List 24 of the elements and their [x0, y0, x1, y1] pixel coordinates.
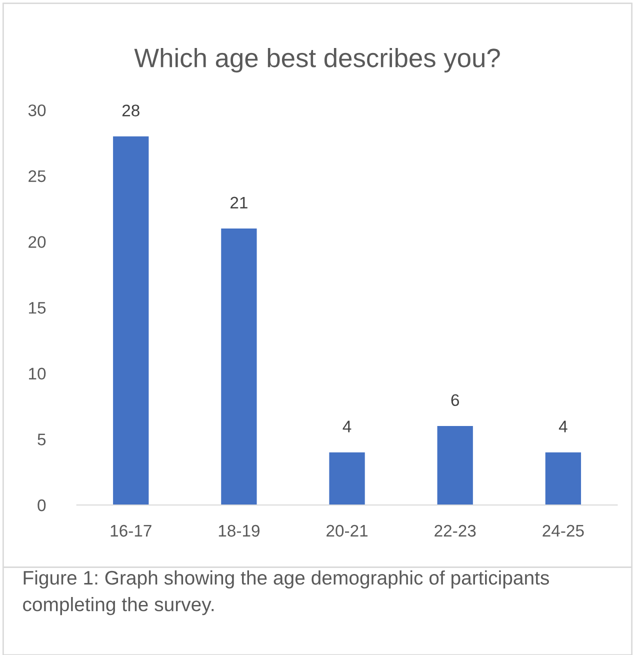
- x-tick-label: 22-23: [434, 524, 476, 537]
- x-tick-label: 20-21: [326, 524, 368, 537]
- y-tick-label: 5: [38, 434, 46, 446]
- data-label: 28: [122, 104, 140, 116]
- x-tick-label: 18-19: [218, 524, 260, 537]
- x-tick-label: 16-17: [110, 524, 152, 537]
- y-tick-label: 30: [28, 104, 46, 116]
- caption: Figure 1: Graph showing the age demographic of participants completing the survey.: [23, 570, 549, 616]
- data-label: 4: [342, 420, 352, 432]
- data-label: 21: [230, 196, 248, 208]
- bar: [437, 426, 473, 506]
- bar: [113, 136, 149, 506]
- y-tick-label: 15: [29, 302, 46, 314]
- y-tick-label: 0: [38, 499, 46, 512]
- bar: [545, 452, 582, 506]
- bar: [329, 452, 365, 506]
- data-label: 4: [558, 420, 568, 432]
- y-tick-label: 10: [29, 368, 46, 380]
- chart-title: Which age best describes you?: [134, 48, 500, 73]
- y-tick-label: 25: [28, 170, 46, 182]
- bar: [221, 228, 257, 506]
- data-label: 6: [451, 394, 460, 406]
- x-tick-label: 24-25: [542, 524, 584, 537]
- y-tick-label: 20: [28, 236, 46, 248]
